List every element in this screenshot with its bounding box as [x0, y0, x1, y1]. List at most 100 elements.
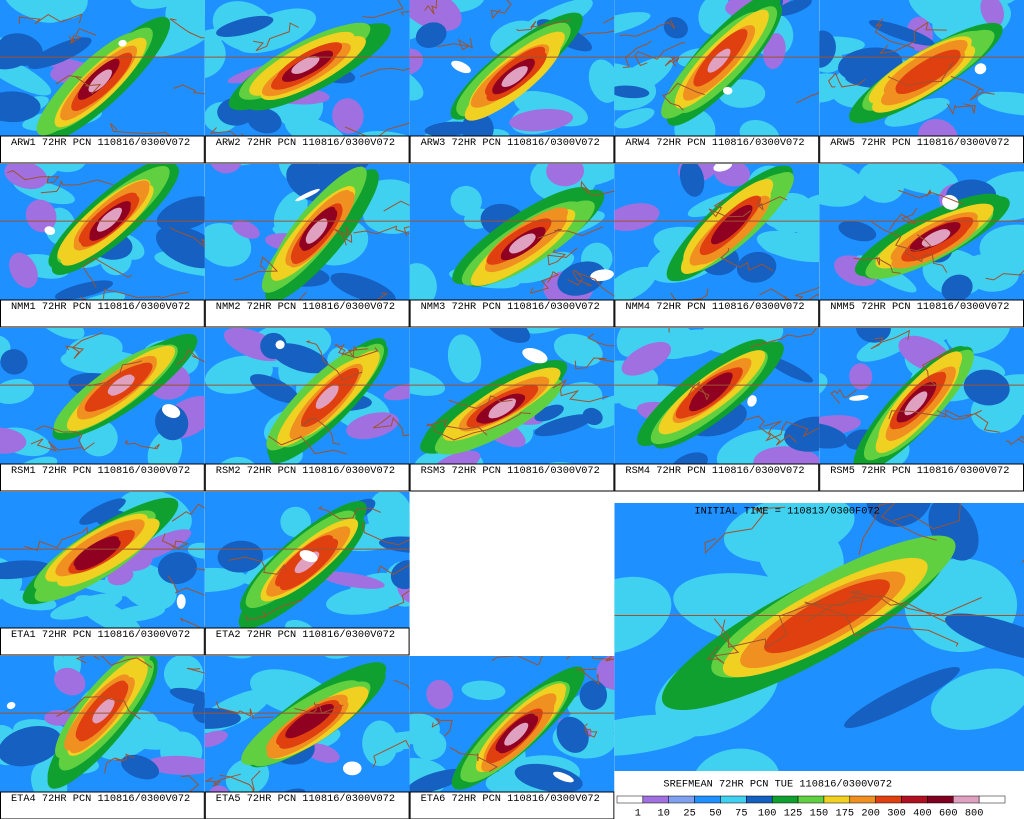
precip-map — [614, 328, 820, 464]
boundary-line — [879, 21, 947, 55]
precip-area — [409, 768, 466, 792]
panel-label: ETA5 72HR PCN 110816/0300V072 — [216, 793, 395, 805]
precip-area — [849, 395, 869, 401]
boundary-line — [344, 122, 410, 136]
legend-label: 600 — [939, 808, 958, 819]
precip-area — [280, 506, 312, 538]
precip-area — [522, 348, 548, 364]
precip-area — [260, 332, 287, 360]
boundary-line — [664, 57, 680, 67]
precip-area — [736, 251, 777, 283]
precip-area — [415, 22, 447, 48]
precip-band — [305, 218, 328, 243]
boundary-line — [104, 753, 135, 774]
boundary-line — [708, 199, 751, 218]
precip-band — [690, 372, 733, 408]
boundary-line — [372, 414, 410, 437]
boundary-line — [167, 575, 205, 596]
precip-band — [921, 229, 950, 247]
boundary-line — [56, 696, 141, 720]
boundary-line — [109, 122, 171, 136]
precip-area — [409, 263, 437, 300]
label-strip — [204, 135, 410, 164]
boundary-line — [804, 601, 959, 647]
label-strip — [409, 463, 615, 492]
boundary-line — [448, 395, 513, 409]
precip-area — [25, 199, 57, 233]
precip-band — [93, 699, 115, 724]
panel-label: NMM1 72HR PCN 110816/0300V072 — [11, 301, 190, 313]
precip-area — [963, 369, 1010, 406]
precip-area — [856, 328, 891, 343]
boundary-line — [18, 13, 83, 25]
precip-area — [204, 730, 228, 748]
model-panel: NMM1 72HR PCN 110816/0300V072 — [0, 164, 205, 328]
panel-label: NMM2 72HR PCN 110816/0300V072 — [216, 301, 395, 313]
label-strip — [409, 299, 615, 328]
precip-map — [0, 492, 205, 628]
boundary-line — [7, 170, 60, 184]
precip-area — [216, 15, 274, 37]
precip-area — [450, 185, 482, 217]
boundary-line — [179, 618, 205, 628]
boundary-line — [552, 378, 609, 403]
precip-area — [204, 28, 227, 54]
precip-area — [163, 656, 204, 694]
panel-label: ETA2 72HR PCN 110816/0300V072 — [216, 629, 395, 641]
precip-map — [204, 0, 410, 136]
boundary-line — [547, 247, 578, 266]
legend-label: 125 — [784, 808, 803, 819]
precip-area — [379, 730, 406, 753]
legend-swatch — [720, 795, 747, 804]
precip-area — [0, 560, 51, 580]
mean-footer: SREFMEAN 72HR PCN TUE 110816/0300V072 — [663, 779, 892, 791]
legend-swatch — [978, 795, 1006, 804]
precip-area — [534, 414, 593, 437]
label-strip — [0, 791, 205, 819]
boundary-line — [30, 438, 83, 452]
boundary-line — [337, 345, 369, 359]
precip-area — [247, 108, 282, 134]
legend-swatch — [901, 795, 928, 804]
boundary-line — [491, 656, 544, 666]
precip-area — [739, 119, 780, 136]
precip-area — [204, 567, 248, 593]
precip-area — [332, 98, 364, 134]
legend-label: 300 — [887, 808, 906, 819]
panel-label: ARW1 72HR PCN 110816/0300V072 — [11, 137, 190, 149]
legend-label: 100 — [758, 808, 777, 819]
boundary-line — [574, 357, 615, 370]
model-panel: RSM1 72HR PCN 110816/0300V072 — [0, 328, 205, 492]
boundary-line — [490, 0, 512, 20]
precip-area — [409, 713, 440, 746]
boundary-line — [985, 269, 1024, 281]
boundary-line — [362, 0, 404, 19]
boundary-line — [388, 589, 410, 609]
precip-area — [819, 30, 836, 68]
boundary-line — [580, 180, 615, 197]
boundary-line — [88, 360, 142, 387]
boundary-line — [756, 196, 788, 211]
model-panel: RSM2 72HR PCN 110816/0300V072 — [204, 328, 410, 492]
boundary-line — [298, 291, 389, 300]
precip-area — [0, 725, 62, 767]
precip-band — [708, 48, 731, 73]
boundary-line — [161, 533, 190, 549]
boundary-line — [68, 28, 97, 45]
boundary-line — [622, 40, 652, 68]
boundary-line — [449, 746, 499, 773]
boundary-line — [567, 269, 592, 287]
boundary-line — [565, 656, 615, 662]
legend-label: 800 — [965, 808, 984, 819]
precip-area — [546, 164, 585, 187]
model-panel: RSM3 72HR PCN 110816/0300V072 — [409, 328, 615, 492]
panel-label: RSM4 72HR PCN 110816/0300V072 — [625, 465, 804, 477]
precip-map — [819, 328, 1024, 464]
label-strip — [614, 135, 820, 164]
label-strip — [204, 463, 410, 492]
boundary-line — [55, 75, 102, 95]
precip-area — [614, 203, 660, 232]
boundary-line — [750, 328, 818, 348]
precip-area — [54, 280, 114, 300]
panel-label: RSM5 72HR PCN 110816/0300V072 — [830, 465, 1009, 477]
